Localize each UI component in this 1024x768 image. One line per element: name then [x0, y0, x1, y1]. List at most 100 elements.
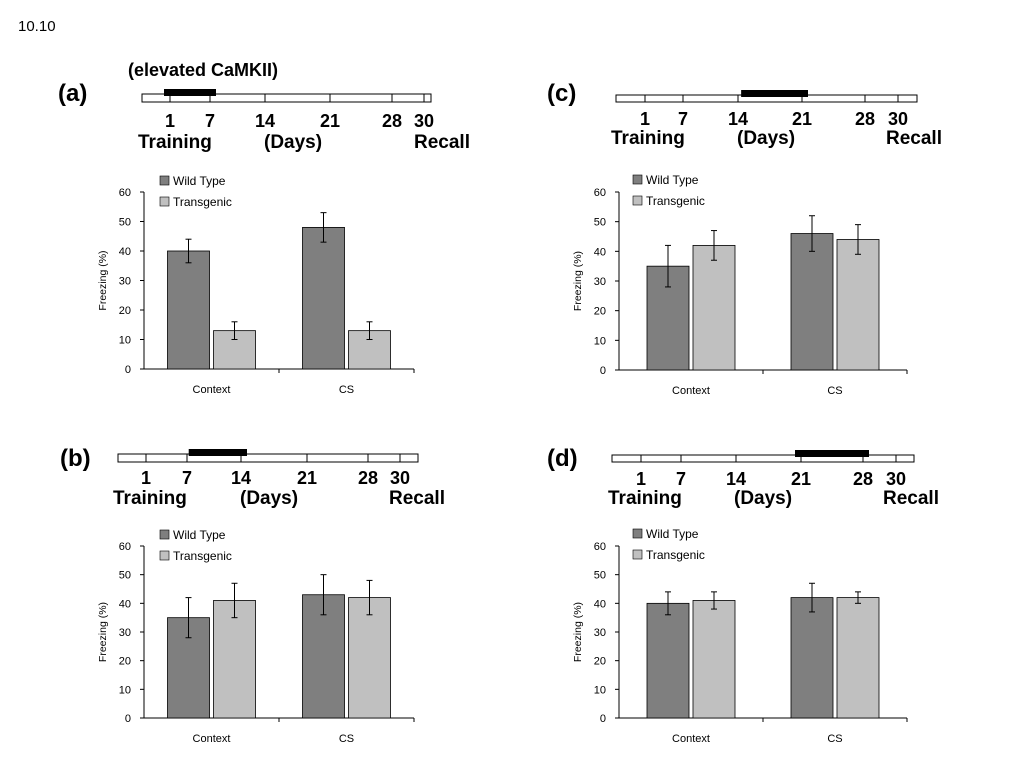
y-tick-label: 30 [119, 627, 131, 639]
timeline-day-label: 21 [792, 109, 812, 129]
x-category-label: CS [339, 733, 354, 745]
timeline-recall-label: Recall [414, 132, 470, 153]
bar-transgenic-cs [836, 597, 880, 719]
bar-wild-type-cs [790, 233, 834, 371]
y-tick-label: 60 [119, 541, 131, 553]
timeline-day-label: 1 [636, 469, 646, 489]
timeline-day-label: 28 [853, 469, 873, 489]
timeline-bar [117, 453, 419, 463]
treatment-window-bar [164, 89, 216, 96]
chart-panel-c: (c) 1 7 14 21 28 30 Training (Days) Recall 0 10 20 30… [547, 80, 942, 397]
x-category-label: Context [672, 385, 710, 397]
y-tick-label: 30 [594, 276, 606, 288]
y-tick-label: 50 [119, 217, 131, 229]
x-category-label: CS [827, 385, 842, 397]
x-category-label: Context [193, 733, 231, 745]
y-axis-title: Freezing (%) [97, 250, 109, 310]
treatment-window-bar [188, 449, 247, 456]
y-tick-label: 20 [594, 656, 606, 668]
y-tick-label: 10 [594, 335, 606, 347]
y-tick-label: 30 [119, 276, 131, 288]
bar-transgenic-context [692, 600, 736, 719]
legend-swatch [632, 174, 643, 185]
y-tick-label: 0 [600, 365, 606, 377]
chart-panel-b: (b) 1 7 14 21 28 30 Training (Days) Recall 0 10 20 30… [60, 445, 445, 745]
timeline-day-label: 14 [728, 109, 748, 129]
legend-swatch [632, 528, 643, 539]
y-tick-label: 20 [119, 656, 131, 668]
timeline-days-label: (Days) [737, 128, 795, 149]
timeline-day-label: 21 [791, 469, 811, 489]
legend-swatch [632, 195, 643, 206]
timeline-day-label: 7 [678, 109, 688, 129]
x-category-label: Context [193, 384, 231, 396]
timeline-day-label: 21 [297, 468, 317, 488]
legend-label: Transgenic [646, 194, 705, 208]
bar-wild-type-context [646, 602, 690, 719]
timeline-bar [141, 93, 432, 103]
legend-label: Wild Type [173, 528, 226, 542]
panel-label: (c) [547, 80, 576, 107]
panel-label: (a) [58, 80, 87, 107]
timeline-training-label: Training [113, 488, 187, 509]
legend-swatch [159, 529, 170, 540]
y-tick-label: 20 [119, 305, 131, 317]
timeline-day-label: 28 [855, 109, 875, 129]
timeline-days-label: (Days) [264, 132, 322, 153]
y-tick-label: 60 [119, 187, 131, 199]
y-tick-label: 50 [594, 217, 606, 229]
timeline-day-label: 30 [390, 468, 410, 488]
y-tick-label: 60 [594, 187, 606, 199]
legend-label: Transgenic [646, 548, 705, 562]
timeline-recall-label: Recall [883, 488, 939, 509]
legend-swatch [159, 550, 170, 561]
y-axis-title: Freezing (%) [97, 602, 109, 662]
y-tick-label: 40 [119, 246, 131, 258]
timeline-recall-label: Recall [886, 128, 942, 149]
legend-label: Wild Type [646, 173, 699, 187]
y-tick-label: 10 [119, 684, 131, 696]
legend-label: Wild Type [646, 527, 699, 541]
timeline-recall-label: Recall [389, 488, 445, 509]
treatment-window-bar [741, 90, 808, 97]
legend-label: Transgenic [173, 549, 232, 563]
timeline-day-label: 1 [165, 111, 175, 131]
timeline-training-label: Training [611, 128, 685, 149]
y-tick-label: 40 [594, 246, 606, 258]
chart-panel-a: (a) (elevated CaMKII) 1 7 14 21 28 30 Training (D… [58, 60, 470, 396]
y-tick-label: 10 [119, 335, 131, 347]
bar-transgenic-cs [348, 597, 391, 719]
timeline-day-label: 30 [414, 111, 434, 131]
x-category-label: CS [339, 384, 354, 396]
panel-label: (b) [60, 445, 91, 472]
y-tick-label: 60 [594, 541, 606, 553]
bar-transgenic-cs [836, 239, 880, 371]
panel-label: (d) [547, 445, 578, 472]
y-tick-label: 50 [119, 570, 131, 582]
timeline-training-label: Training [138, 132, 212, 153]
timeline-day-label: 14 [255, 111, 275, 131]
legend-swatch [632, 549, 643, 560]
timeline-day-label: 30 [888, 109, 908, 129]
bar-wild-type-cs [790, 597, 834, 719]
y-tick-label: 40 [119, 598, 131, 610]
timeline-day-label: 7 [676, 469, 686, 489]
y-tick-label: 20 [594, 306, 606, 318]
legend-swatch [159, 196, 170, 207]
timeline-day-label: 1 [640, 109, 650, 129]
y-axis-title: Freezing (%) [572, 251, 584, 311]
x-category-label: Context [672, 733, 710, 745]
timeline-day-label: 14 [231, 468, 251, 488]
legend-label: Wild Type [173, 174, 226, 188]
bar-transgenic-context [692, 244, 736, 371]
y-tick-label: 0 [125, 713, 131, 725]
timeline-day-label: 30 [886, 469, 906, 489]
y-tick-label: 40 [594, 598, 606, 610]
legend-swatch [159, 175, 170, 186]
treatment-annotation: (elevated CaMKII) [128, 60, 278, 80]
timeline-day-label: 14 [726, 469, 746, 489]
timeline-days-label: (Days) [734, 488, 792, 509]
y-tick-label: 10 [594, 684, 606, 696]
y-tick-label: 0 [125, 364, 131, 376]
